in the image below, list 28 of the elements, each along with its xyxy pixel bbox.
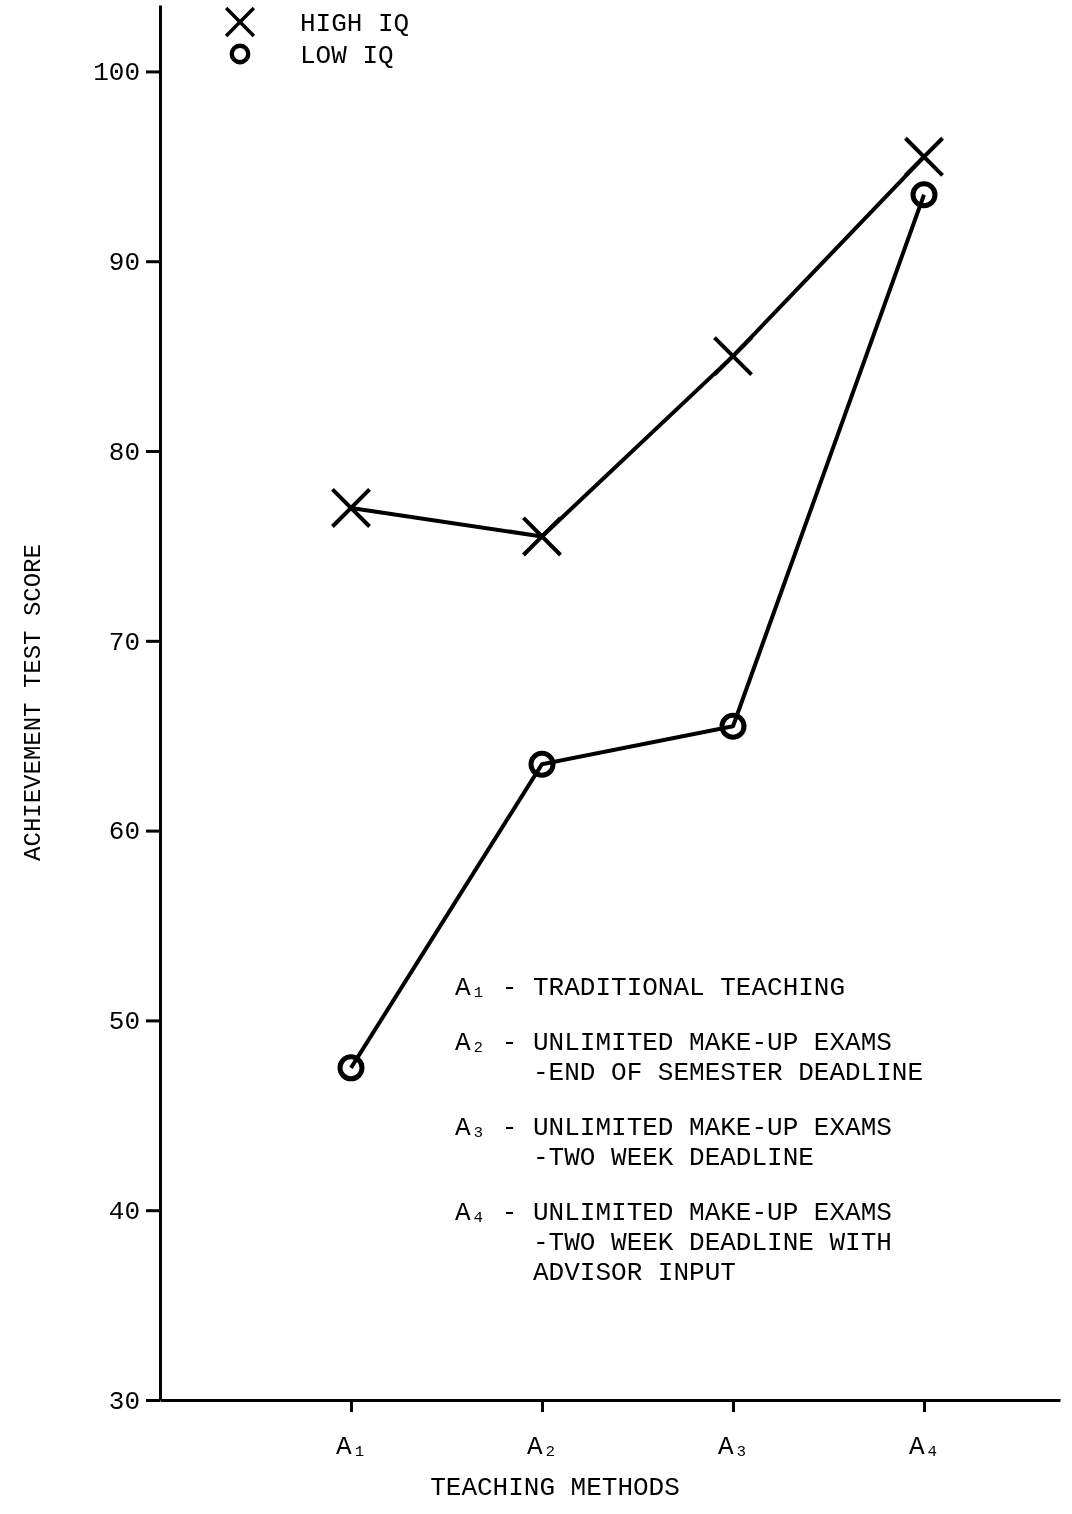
y-tick-label: 30 <box>108 1386 140 1417</box>
y-tick-label: 50 <box>108 1007 140 1038</box>
y-tick-label: 70 <box>108 627 140 658</box>
legend-label: HIGH IQ <box>300 9 410 39</box>
point <box>521 515 563 557</box>
point <box>337 1054 365 1082</box>
annotation: A₃ - UNLIMITED MAKE-UP EXAMS -TWO WEEK DEADLINE <box>455 1113 892 1173</box>
annotation: A₁ - TRADITIONAL TEACHING <box>455 973 846 1003</box>
y-tick-label: 90 <box>108 248 140 279</box>
x-tick-label: A₁ <box>335 1432 368 1463</box>
x-tick-label: A₂ <box>526 1432 559 1463</box>
legend-label: LOW IQ <box>300 41 394 71</box>
y-tick-label: 100 <box>93 58 140 89</box>
y-tick-label: 80 <box>108 437 140 468</box>
point <box>712 335 754 377</box>
x-tick-label: A₃ <box>717 1432 750 1463</box>
point <box>903 136 945 178</box>
x-axis-title: TEACHING METHODS <box>430 1473 680 1503</box>
y-tick-label: 60 <box>108 817 140 848</box>
point <box>910 181 938 209</box>
annotation: A₂ - UNLIMITED MAKE-UP EXAMS -END OF SEMESTER DEADLINE <box>455 1028 924 1088</box>
point <box>719 712 747 740</box>
y-axis-title: ACHIEVEMENT TEST SCORE <box>20 544 47 861</box>
point <box>528 750 556 778</box>
y-tick-label: 40 <box>108 1197 140 1228</box>
point <box>330 487 372 529</box>
annotation: A₄ - UNLIMITED MAKE-UP EXAMS -TWO WEEK DEADLINE WITH ADVISOR INPUT <box>455 1198 892 1288</box>
x-tick-label: A₄ <box>908 1432 941 1463</box>
